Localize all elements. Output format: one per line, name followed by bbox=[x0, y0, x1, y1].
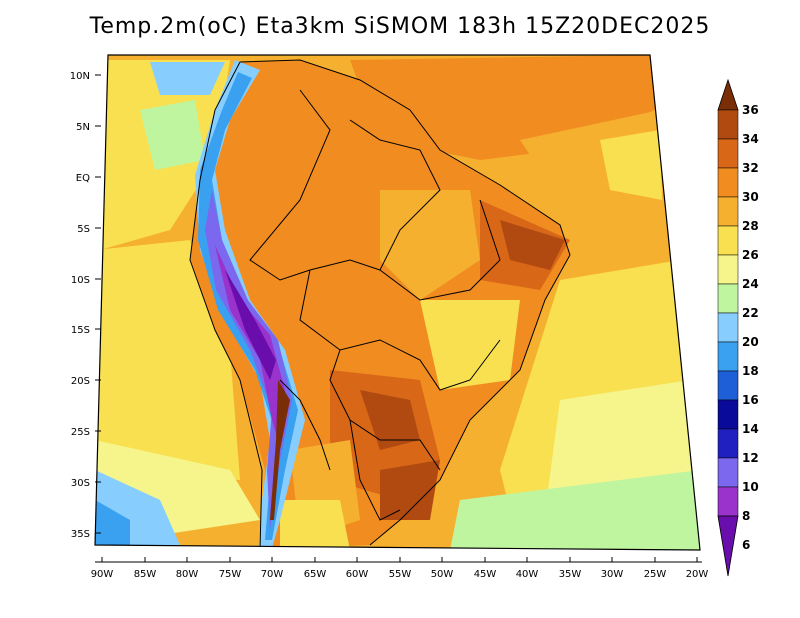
colorbar-label: 18 bbox=[742, 364, 759, 378]
lat-label: 30S bbox=[71, 478, 90, 489]
colorbar-segment bbox=[717, 370, 739, 401]
domain-border bbox=[94, 54, 701, 551]
colorbar-label: 26 bbox=[742, 248, 759, 262]
land-field bbox=[190, 60, 570, 550]
colorbar-label: 22 bbox=[742, 306, 759, 320]
colorbar: 36 34 32 30 28 26 24 22 20 18 16 14 12 1… bbox=[717, 78, 759, 577]
colorbar-label: 28 bbox=[742, 219, 759, 233]
lon-label: 25W bbox=[644, 569, 667, 580]
lat-label: 35S bbox=[71, 529, 90, 540]
colorbar-segment bbox=[717, 283, 739, 314]
colorbar-label: 8 bbox=[742, 509, 750, 523]
colorbar-label: 6 bbox=[742, 538, 750, 552]
lon-label: 40W bbox=[516, 569, 539, 580]
colorbar-label: 14 bbox=[742, 422, 759, 436]
lon-label: 20W bbox=[686, 569, 709, 580]
lon-label: 45W bbox=[474, 569, 497, 580]
colorbar-label: 10 bbox=[742, 480, 759, 494]
colorbar-segment bbox=[717, 225, 739, 256]
colorbar-segment bbox=[717, 167, 739, 198]
lon-ticks bbox=[101, 557, 698, 562]
colorbar-label: 36 bbox=[742, 103, 759, 117]
lon-label: 80W bbox=[176, 569, 199, 580]
colorbar-segment bbox=[717, 428, 739, 459]
colorbar-segment bbox=[717, 196, 739, 227]
colorbar-label: 16 bbox=[742, 393, 759, 407]
colorbar-label: 24 bbox=[742, 277, 759, 291]
lon-label: 70W bbox=[261, 569, 284, 580]
colorbar-label: 12 bbox=[742, 451, 759, 465]
lat-label: 15S bbox=[71, 325, 90, 336]
colorbar-segment bbox=[717, 312, 739, 343]
lon-label: 35W bbox=[559, 569, 582, 580]
lon-label: 30W bbox=[601, 569, 624, 580]
colorbar-label: 32 bbox=[742, 161, 759, 175]
colorbar-segment bbox=[717, 138, 739, 169]
borders bbox=[189, 59, 571, 550]
lon-label: 55W bbox=[389, 569, 412, 580]
map-title: Temp.2m(oC) Eta3km SiSMOM 183h 15Z20DEC2… bbox=[89, 14, 711, 39]
colorbar-top-arrow bbox=[717, 78, 739, 111]
lat-ticks bbox=[95, 74, 101, 534]
colorbar-segment bbox=[717, 457, 739, 488]
colorbar-label: 34 bbox=[742, 132, 759, 146]
lat-label: EQ bbox=[76, 173, 90, 184]
lon-label: 75W bbox=[219, 569, 242, 580]
lat-labels: 10N 5N EQ 5S 10S 15S 20S 25S 30S 35S bbox=[70, 71, 90, 540]
colorbar-bottom-arrow bbox=[717, 515, 739, 577]
colorbar-segment bbox=[717, 486, 739, 517]
lat-label: 10S bbox=[71, 275, 90, 286]
colorbar-label: 20 bbox=[742, 335, 759, 349]
lon-label: 50W bbox=[431, 569, 454, 580]
lat-label: 10N bbox=[70, 71, 90, 82]
colorbar-segment bbox=[717, 254, 739, 285]
lon-label: 60W bbox=[346, 569, 369, 580]
colorbar-segment bbox=[717, 399, 739, 430]
colorbar-segment bbox=[717, 109, 739, 140]
lat-label: 20S bbox=[71, 376, 90, 387]
lat-label: 5S bbox=[77, 224, 90, 235]
lat-label: 5N bbox=[76, 122, 90, 133]
lon-label: 65W bbox=[304, 569, 327, 580]
lat-label: 25S bbox=[71, 427, 90, 438]
lon-label: 90W bbox=[91, 569, 114, 580]
colorbar-segment bbox=[717, 341, 739, 372]
lon-labels: 90W 85W 80W 75W 70W 65W 60W 55W 50W 45W … bbox=[91, 569, 709, 580]
lon-label: 85W bbox=[134, 569, 157, 580]
colorbar-label: 30 bbox=[742, 190, 759, 204]
